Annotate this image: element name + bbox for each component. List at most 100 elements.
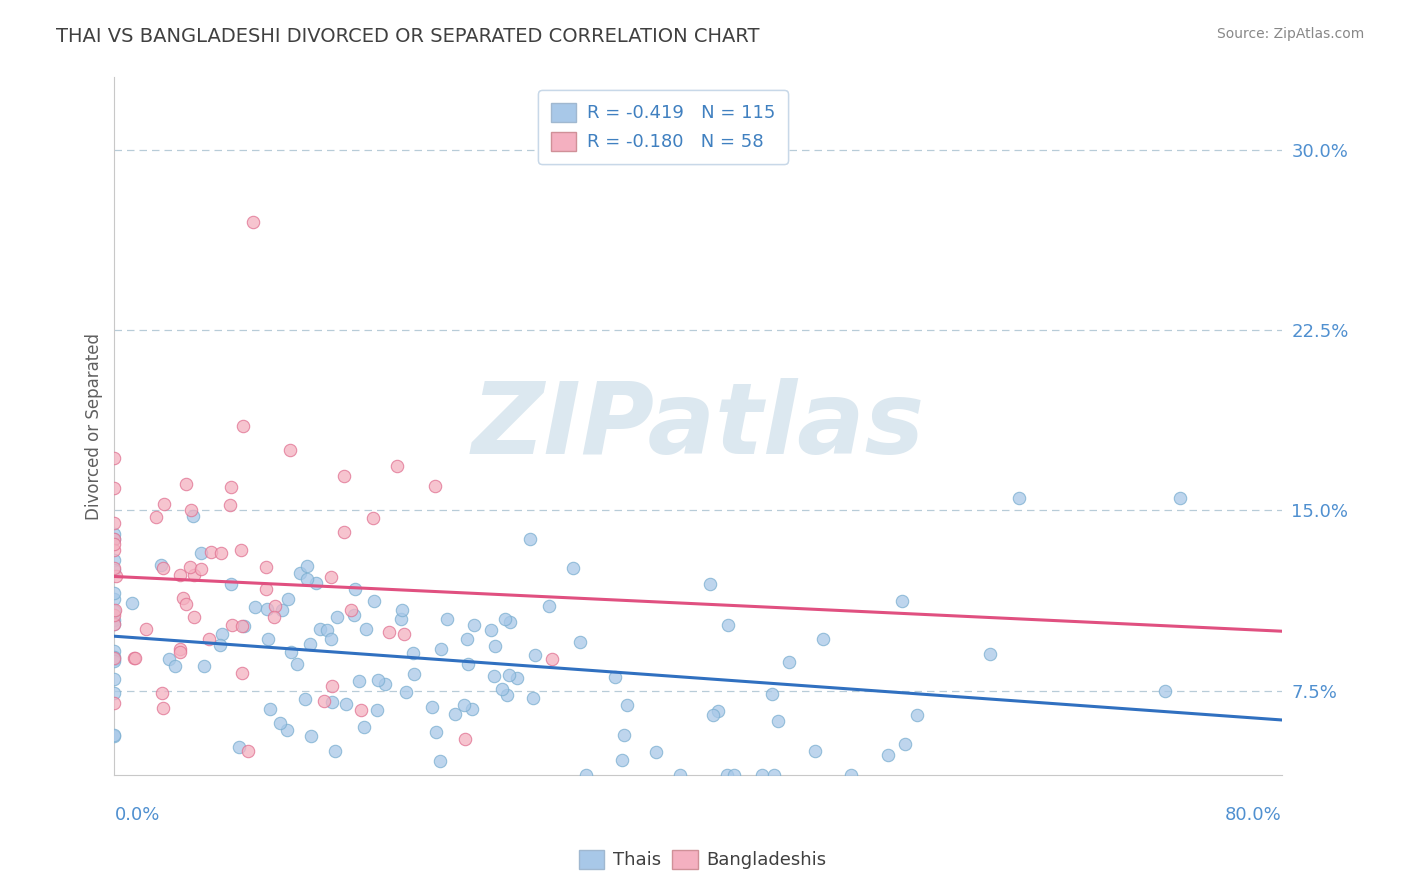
Point [103, 697, 125, 711]
Point [232, 418, 254, 433]
Point [778, 655, 800, 669]
Point [190, 546, 212, 560]
Point [263, 609, 285, 624]
Point [616, 698, 638, 712]
Text: ZIPatlas: ZIPatlas [471, 377, 925, 475]
Point [174, 476, 197, 491]
Point [263, 599, 285, 613]
Point [208, 639, 231, 653]
Point [425, 479, 447, 493]
Point [103, 552, 125, 566]
Point [479, 624, 502, 638]
Point [522, 691, 544, 706]
Point [402, 666, 425, 681]
Point [813, 632, 835, 647]
Point [610, 753, 633, 767]
Legend: Thais, Bangladeshis: Thais, Bangladeshis [569, 840, 837, 879]
Point [402, 646, 425, 660]
Point [541, 652, 564, 666]
Point [321, 632, 343, 646]
Point [979, 648, 1001, 662]
Point [457, 657, 479, 671]
Point [150, 686, 173, 700]
Point [562, 560, 585, 574]
Point [314, 694, 336, 708]
Point [103, 651, 125, 665]
Point [259, 702, 281, 716]
Point [181, 509, 204, 524]
Point [363, 511, 385, 525]
Point [121, 596, 143, 610]
Point [326, 610, 349, 624]
Point [219, 480, 242, 494]
Point [453, 731, 475, 746]
Point [103, 728, 125, 742]
Point [762, 767, 785, 781]
Point [103, 650, 125, 665]
Point [699, 576, 721, 591]
Point [644, 745, 666, 759]
Point [103, 481, 125, 495]
Point [392, 627, 415, 641]
Point [429, 754, 451, 768]
Point [257, 632, 280, 646]
Point [575, 767, 598, 781]
Point [152, 701, 174, 715]
Point [295, 558, 318, 573]
Point [366, 703, 388, 717]
Point [613, 728, 636, 742]
Point [278, 443, 301, 458]
Point [243, 600, 266, 615]
Point [242, 215, 264, 229]
Point [231, 543, 253, 558]
Point [233, 618, 256, 632]
Point [103, 451, 125, 466]
Point [103, 560, 125, 574]
Point [537, 599, 560, 613]
Point [294, 691, 316, 706]
Point [169, 567, 191, 582]
Point [335, 697, 357, 711]
Point [890, 593, 912, 607]
Point [443, 706, 465, 721]
Point [309, 622, 332, 636]
Point [378, 625, 401, 640]
Point [193, 658, 215, 673]
Point [298, 637, 321, 651]
Point [425, 725, 447, 739]
Point [103, 603, 125, 617]
Point [103, 532, 125, 546]
Point [288, 566, 311, 580]
Point [153, 497, 176, 511]
Point [905, 707, 928, 722]
Text: 80.0%: 80.0% [1225, 806, 1282, 824]
Point [285, 657, 308, 671]
Point [105, 568, 128, 582]
Point [494, 612, 516, 626]
Point [209, 546, 232, 560]
Point [323, 744, 346, 758]
Point [103, 563, 125, 577]
Point [391, 603, 413, 617]
Point [103, 543, 125, 558]
Point [219, 498, 242, 512]
Point [1008, 491, 1031, 506]
Point [180, 503, 202, 517]
Point [1154, 683, 1177, 698]
Point [389, 612, 412, 626]
Point [499, 615, 522, 629]
Point [716, 767, 738, 781]
Point [491, 681, 513, 696]
Point [198, 632, 221, 647]
Point [183, 610, 205, 624]
Point [183, 567, 205, 582]
Point [332, 525, 354, 540]
Point [152, 560, 174, 574]
Point [165, 659, 187, 673]
Point [103, 516, 125, 530]
Point [333, 468, 356, 483]
Point [103, 729, 125, 743]
Point [295, 572, 318, 586]
Point [135, 622, 157, 636]
Point [436, 612, 458, 626]
